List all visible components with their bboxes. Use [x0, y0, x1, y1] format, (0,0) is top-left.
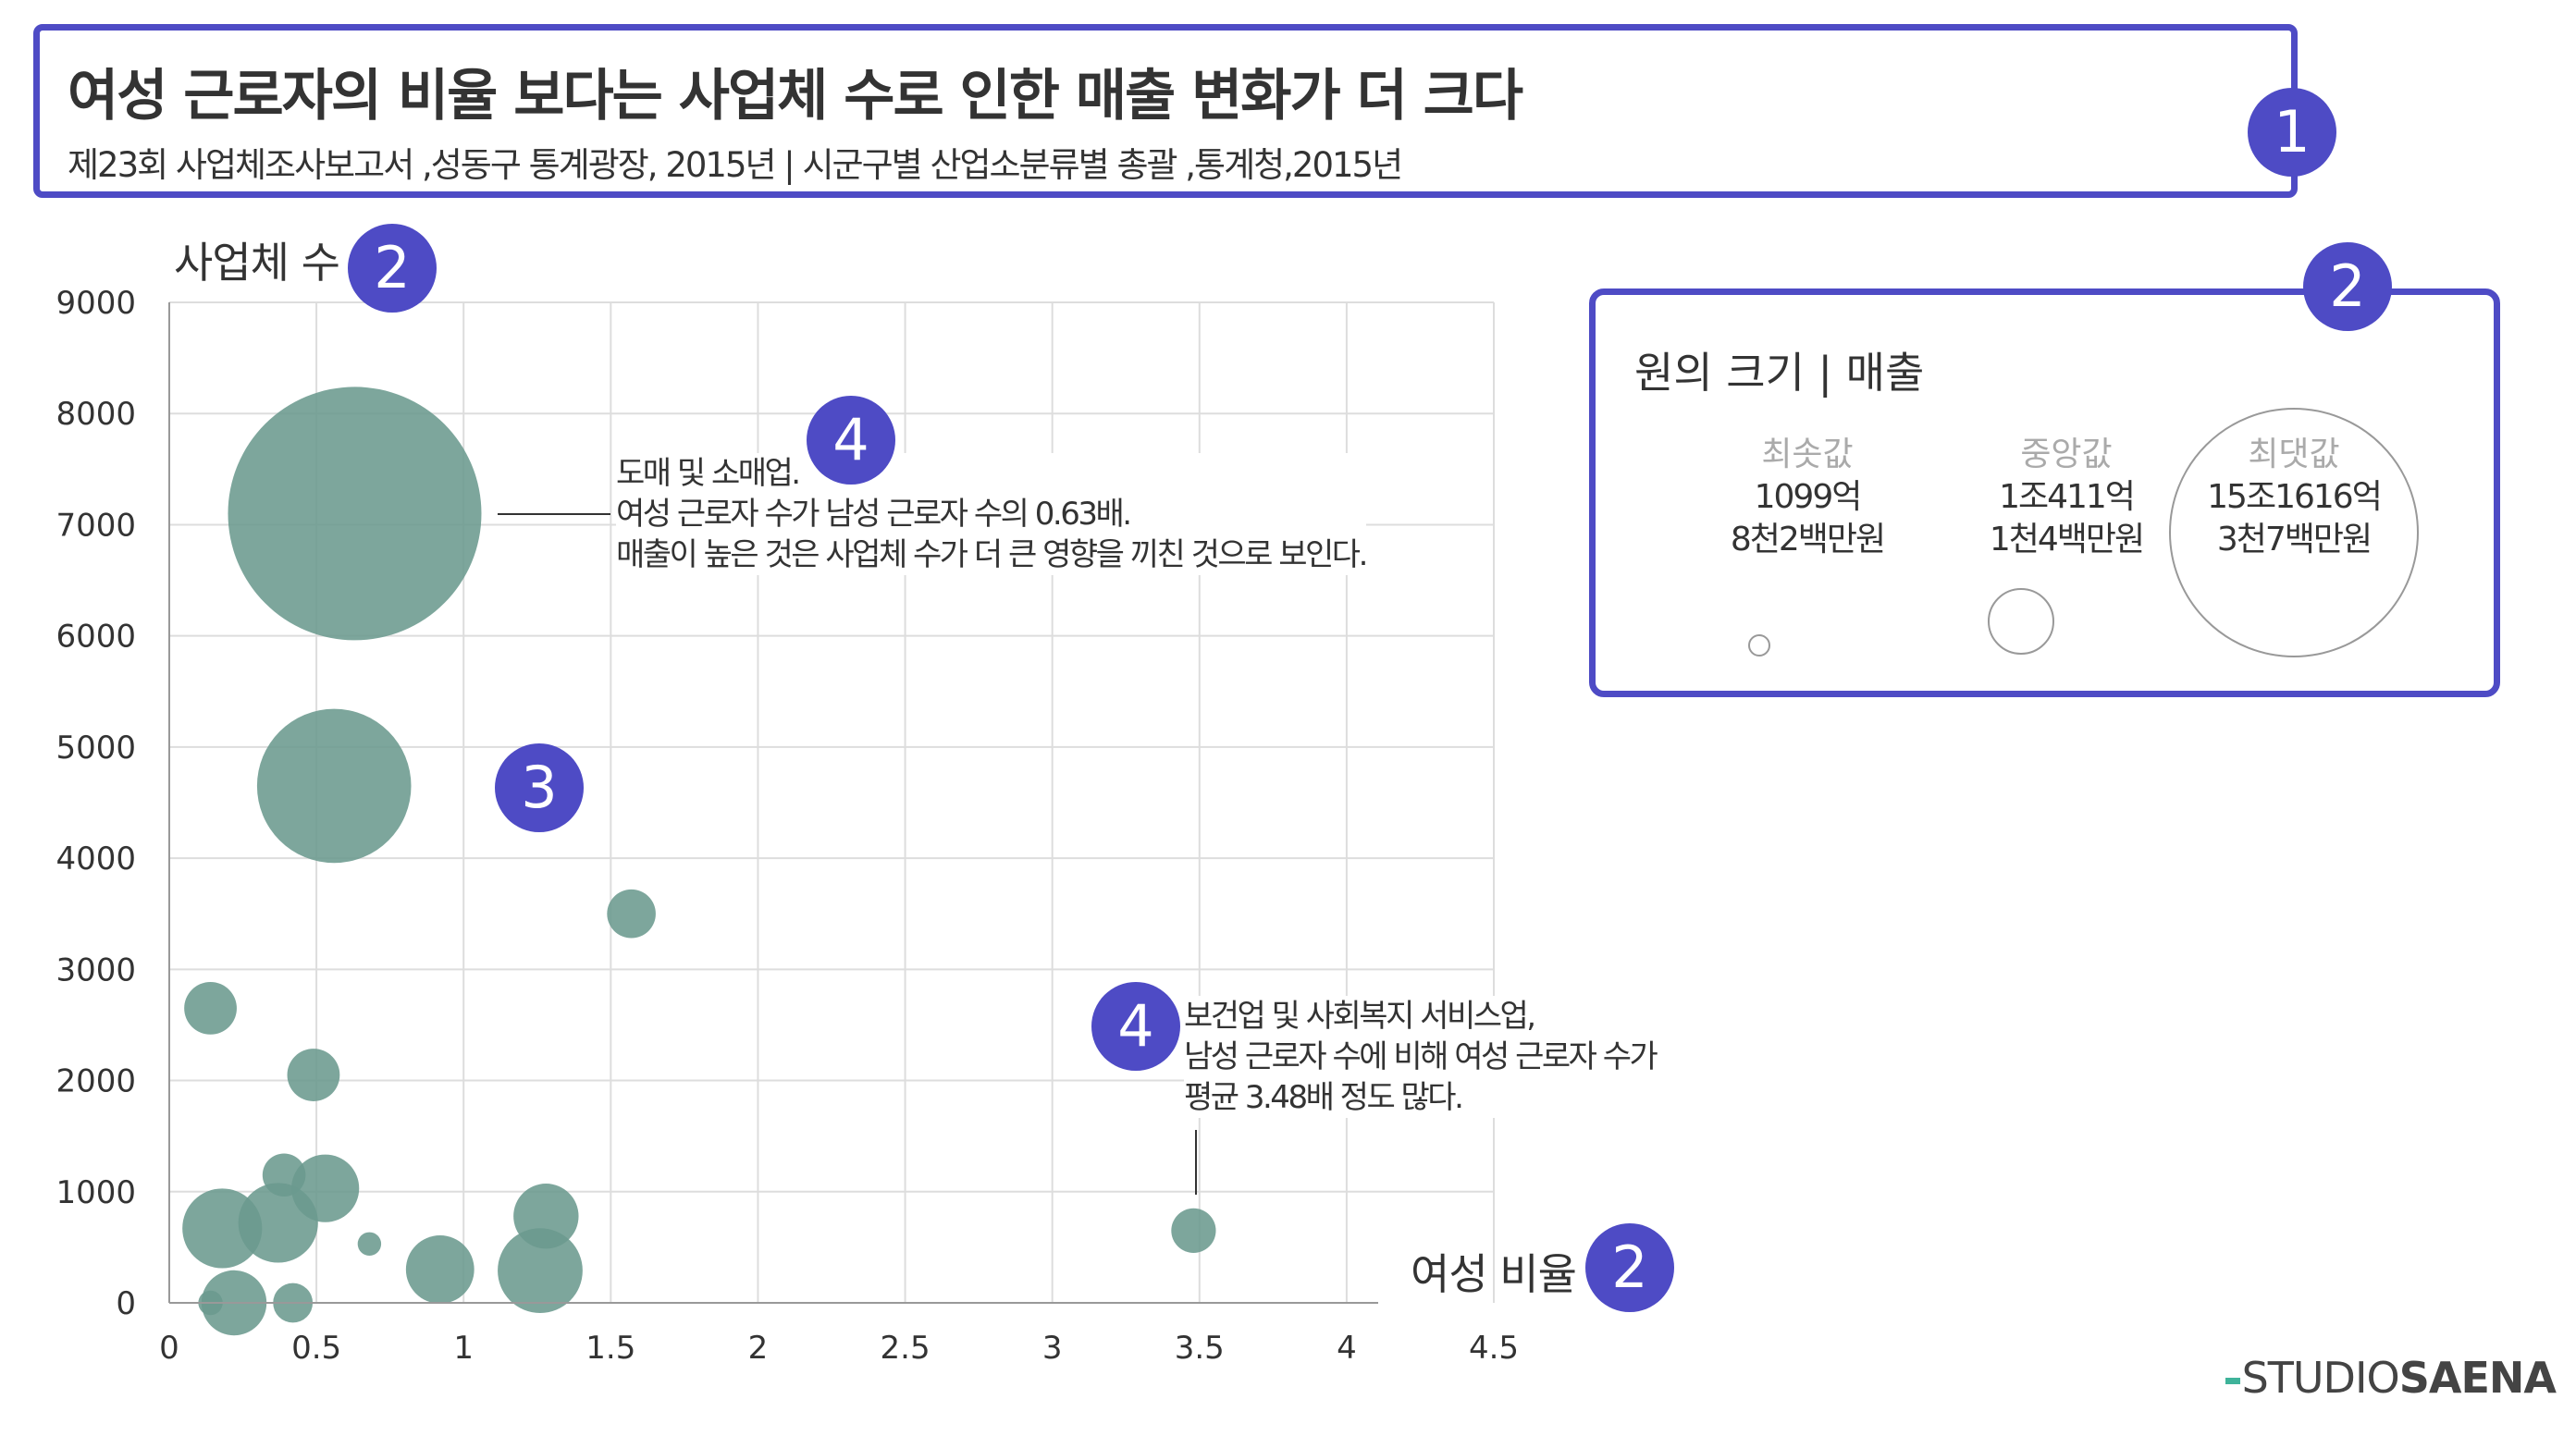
badge-title: 1	[2248, 88, 2336, 177]
x-tick-label: 3.5	[1175, 1330, 1225, 1367]
logo-part-2: SAENA	[2398, 1353, 2557, 1403]
bubble-point-12	[513, 1184, 579, 1249]
bubble-point-11	[498, 1228, 583, 1314]
legend-min-label: 최솟값	[1761, 436, 1854, 473]
bubble-point-0	[228, 387, 482, 641]
badge-legend: 2	[2303, 242, 2392, 331]
annotation-top-line-3: 매출이 높은 것은 사업체 수가 더 큰 영향을 끼친 것으로 보인다.	[616, 536, 1368, 573]
y-tick-label: 8000	[55, 396, 136, 433]
bubble-point-9	[357, 1232, 382, 1256]
y-tick-label: 1000	[55, 1174, 136, 1211]
x-tick-label: 2	[748, 1330, 769, 1367]
x-tick-label: 2.5	[881, 1330, 931, 1367]
legend-circle-max	[2169, 408, 2419, 657]
title-box: 여성 근로자의 비율 보다는 사업체 수로 인한 매출 변화가 더 크다 제23…	[33, 24, 2298, 198]
y-tick-label: 5000	[55, 730, 136, 767]
page-title: 여성 근로자의 비율 보다는 사업체 수로 인한 매출 변화가 더 크다	[68, 64, 1523, 129]
x-tick-label: 0	[159, 1330, 179, 1367]
x-tick-label: 1	[453, 1330, 474, 1367]
x-tick-label: 3	[1042, 1330, 1063, 1367]
badge-x-axis: 2	[1585, 1223, 1674, 1312]
annotation-top-line-1: 도매 및 소매업.	[616, 455, 801, 492]
y-tick-label: 7000	[55, 507, 136, 544]
badge-annotation-right: 4	[1091, 982, 1180, 1071]
y-axis-title: 사업체 수	[174, 238, 340, 288]
annotation-right-line-1: 보건업 및 사회복지 서비스업,	[1184, 998, 1536, 1035]
bubble-point-16	[1171, 1208, 1216, 1253]
legend-circle-median	[1988, 588, 2054, 655]
y-tick-label: 0	[116, 1285, 136, 1322]
legend-min-value-2: 8천2백만원	[1730, 521, 1886, 558]
x-tick-label: 4.5	[1469, 1330, 1519, 1367]
legend-item-max: 최댓값 15조1616억 3천7백만원	[2183, 434, 2405, 561]
annotation-right-line-3: 평균 3.48배 정도 많다.	[1184, 1079, 1464, 1116]
bubble-point-4	[287, 1049, 340, 1101]
size-legend: 원의 크기 | 매출 최솟값 1099억 8천2백만원 중앙값 1조411억 1…	[1589, 288, 2500, 697]
badge-cluster: 3	[495, 743, 584, 832]
y-tick-label: 6000	[55, 619, 136, 656]
y-tick-label: 3000	[55, 951, 136, 988]
annotation-top-line-2: 여성 근로자 수가 남성 근로자 수의 0.63배.	[616, 496, 1132, 533]
legend-circle-min	[1748, 634, 1770, 657]
x-tick-label: 1.5	[585, 1330, 635, 1367]
annotation-right: 보건업 및 사회복지 서비스업, 남성 근로자 수에 비해 여성 근로자 수가 …	[1184, 996, 1658, 1118]
x-axis-title: 여성 비율	[1411, 1249, 1577, 1299]
badge-annotation-top: 4	[807, 396, 895, 485]
legend-median-value-1: 1조411억	[1999, 478, 2136, 516]
y-tick-label: 4000	[55, 841, 136, 878]
legend-min-value-1: 1099억	[1754, 478, 1863, 516]
y-tick-label: 9000	[55, 285, 136, 322]
legend-max-label: 최댓값	[2248, 436, 2340, 473]
x-tick-label: 0.5	[291, 1330, 341, 1367]
studio-saena-logo: STUDIOSAENA	[2225, 1353, 2557, 1403]
x-tick-label: 4	[1337, 1330, 1357, 1367]
legend-median-value-2: 1천4백만원	[1989, 521, 2145, 558]
legend-item-median: 중앙값 1조411억 1천4백만원	[1955, 434, 2177, 561]
bubble-point-10	[405, 1235, 475, 1304]
bubble-point-1	[256, 708, 412, 864]
legend-max-value-1: 15조1616억	[2207, 478, 2383, 516]
legend-median-label: 중앙값	[2020, 436, 2113, 473]
legend-title: 원의 크기 | 매출	[1634, 348, 1925, 398]
legend-max-value-2: 3천7백만원	[2216, 521, 2373, 558]
annotation-top: 도매 및 소매업. 여성 근로자 수가 남성 근로자 수의 0.63배. 매출이…	[616, 453, 1368, 575]
badge-y-axis: 2	[348, 224, 437, 313]
bubble-point-2	[607, 889, 656, 939]
bubble-point-8	[238, 1183, 318, 1263]
bubble-point-3	[184, 982, 237, 1035]
legend-item-min: 최솟값 1099억 8천2백만원	[1696, 434, 1918, 561]
y-tick-label: 2000	[55, 1063, 136, 1100]
annotation-right-line-2: 남성 근로자 수에 비해 여성 근로자 수가	[1184, 1038, 1658, 1075]
page-subtitle: 제23회 사업체조사보고서 ,성동구 통계광장, 2015년 | 시군구별 산업…	[68, 145, 1403, 185]
logo-part-1: STUDIO	[2241, 1353, 2400, 1403]
